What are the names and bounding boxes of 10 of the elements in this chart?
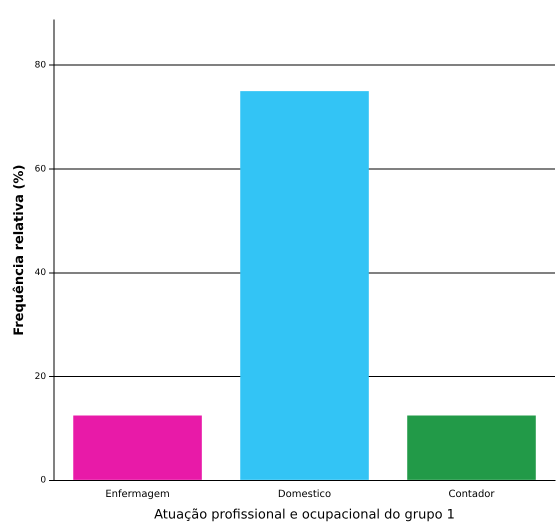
- x-tick-label: Enfermagem: [105, 488, 170, 500]
- y-tick-label: 20: [34, 372, 46, 382]
- y-axis-title: Frequência relativa (%): [12, 164, 28, 336]
- x-axis-title: Atuação profissional e ocupacional do grupo 1: [154, 508, 455, 523]
- y-tick-label: 40: [34, 268, 46, 278]
- x-tick-label: Contador: [448, 488, 496, 500]
- y-tick-label: 0: [40, 476, 46, 486]
- y-tick-label: 60: [34, 164, 46, 174]
- y-tick-label: 80: [34, 60, 46, 70]
- x-tick-label: Domestico: [278, 488, 332, 500]
